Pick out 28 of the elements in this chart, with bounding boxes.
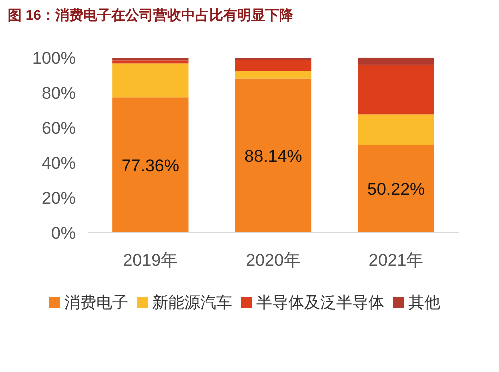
- y-tick-label: 20%: [42, 189, 76, 208]
- y-tick-label: 40%: [42, 154, 76, 173]
- legend-label: 半导体及泛半导体: [256, 294, 384, 312]
- x-tick-label: 2019年: [123, 251, 178, 270]
- x-tick-label: 2020年: [246, 251, 301, 270]
- bar: [235, 60, 312, 72]
- data-label: 50.22%: [368, 180, 426, 200]
- y-tick-label: 80%: [42, 84, 76, 103]
- bar: [235, 78, 312, 233]
- y-tick-label: 60%: [42, 119, 76, 138]
- data-label: 88.14%: [244, 146, 302, 166]
- x-tick-label: 2021年: [368, 251, 424, 270]
- bar: [112, 98, 189, 233]
- bar: [112, 64, 189, 98]
- bar: [358, 58, 434, 65]
- bar: [235, 71, 312, 79]
- chart-title: 图 16：消费电子在公司营收中占比有明显下降: [8, 7, 294, 23]
- bar: [358, 114, 434, 146]
- bar: [358, 145, 434, 233]
- data-label: 77.36%: [122, 156, 180, 176]
- y-tick-label: 100%: [32, 49, 76, 68]
- bar: [112, 60, 189, 64]
- legend-label: 其他: [408, 294, 440, 312]
- bar: [358, 64, 434, 115]
- legend-label: 新能源汽车: [152, 294, 232, 312]
- y-tick-label: 0%: [51, 224, 76, 243]
- legend-label: 消费电子: [64, 294, 128, 312]
- bar: [112, 58, 189, 61]
